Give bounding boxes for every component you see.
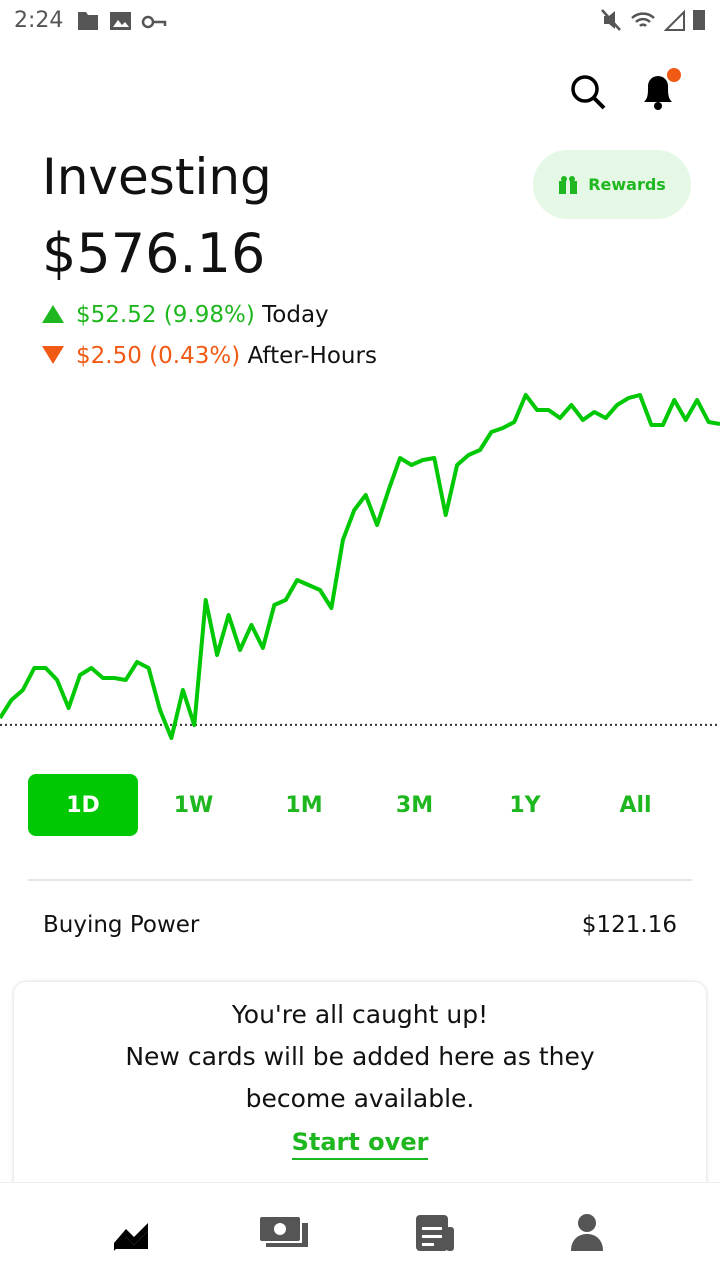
start-over-link[interactable]: Start over [291, 1128, 429, 1160]
search-button[interactable] [568, 72, 608, 112]
range-button[interactable]: 1W [173, 792, 214, 818]
rewards-label: Rewards [588, 175, 666, 194]
after-hours-change: $2.50 (0.43%) After-Hours [42, 343, 377, 369]
after-hours-value: $2.50 (0.43%) [76, 343, 241, 369]
range-button[interactable]: 1Y [509, 792, 541, 818]
nav-investing[interactable] [114, 1223, 148, 1251]
range-button[interactable]: 1M [285, 792, 323, 818]
card-line: You're all caught up! [231, 1000, 489, 1029]
today-label: Today [262, 302, 329, 328]
up-arrow [42, 305, 64, 323]
notifications-button[interactable] [636, 66, 682, 114]
portfolio-chart [0, 393, 720, 740]
nav-cash[interactable] [260, 1217, 308, 1247]
nav-account[interactable] [571, 1214, 603, 1251]
divider [28, 879, 692, 881]
page-title: Investing [42, 148, 272, 206]
buying-power-value: $121.16 [581, 912, 677, 938]
system-icons [601, 9, 705, 31]
range-button[interactable]: All [619, 792, 652, 818]
card-line: become available. [245, 1084, 475, 1113]
gift-icon [559, 175, 578, 194]
clock: 2:24 [14, 8, 64, 33]
today-change: $52.52 (9.98%) Today [42, 302, 329, 328]
portfolio-value: $576.16 [42, 222, 266, 285]
card-line: New cards will be added here as they [125, 1042, 595, 1071]
price-line [0, 393, 720, 740]
down-arrow [42, 346, 64, 364]
bottom-nav [0, 1182, 720, 1281]
today-value: $52.52 (9.98%) [76, 302, 255, 328]
status-icons [78, 12, 167, 30]
info-card: You're all caught up! New cards will be … [14, 982, 706, 1212]
nav-news[interactable] [416, 1215, 454, 1251]
range-button[interactable]: 1D [28, 774, 138, 836]
buying-power-label: Buying Power [43, 912, 200, 938]
after-hours-label: After-Hours [247, 343, 377, 369]
range-button[interactable]: 3M [395, 792, 434, 818]
nav-icons [114, 1214, 603, 1251]
rewards-button[interactable]: Rewards [533, 150, 691, 219]
status-bar: 2:24 [0, 0, 720, 44]
